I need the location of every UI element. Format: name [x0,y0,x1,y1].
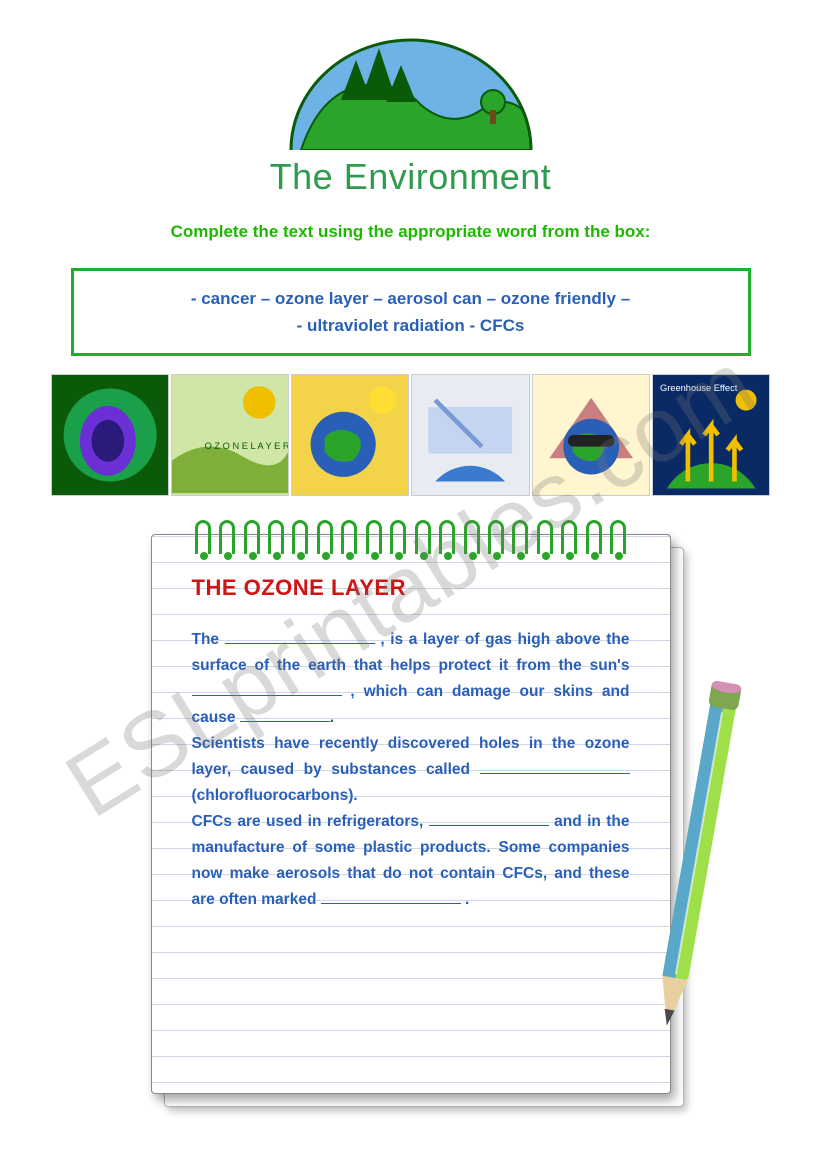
instruction-text: Complete the text using the appropriate … [171,222,651,242]
notepad-paragraph: The , is a layer of gas high above the s… [192,627,630,731]
image-cell-5: Greenhouse Effect [652,374,770,496]
fill-blank[interactable] [240,707,330,723]
notepad-paragraph: CFCs are used in refrigerators, and in t… [192,809,630,913]
image-cell-0 [51,374,169,496]
notepad-paragraph: Scientists have recently discovered hole… [192,731,630,809]
notepad: THE OZONE LAYER The , is a layer of gas … [151,534,671,1094]
image-cell-1: O Z O N E L A Y E R [171,374,289,496]
image-strip: O Z O N E L A Y E R Greenhouse Effect [51,374,771,496]
image-cell-2 [291,374,409,496]
word-bank-box: - cancer – ozone layer – aerosol can – o… [71,268,751,356]
word-bank-line-1: - cancer – ozone layer – aerosol can – o… [94,285,728,312]
notepad-body: The , is a layer of gas high above the s… [192,627,630,913]
earth-hemisphere-illustration [281,30,541,150]
svg-text:O Z O N E L A Y E R: O Z O N E L A Y E R [204,441,288,451]
image-cell-3 [411,374,529,496]
svg-text:Greenhouse Effect: Greenhouse Effect [660,383,738,393]
fill-blank[interactable] [225,629,375,645]
image-cell-4 [532,374,650,496]
fill-blank[interactable] [429,811,549,827]
fill-blank[interactable] [321,889,461,905]
page-title: The Environment [270,156,552,198]
fill-blank[interactable] [192,681,342,697]
spiral-binding [191,520,631,554]
word-bank-line-2: - ultraviolet radiation - CFCs [94,312,728,339]
fill-blank[interactable] [480,759,630,775]
notepad-title: THE OZONE LAYER [192,575,630,601]
notepad-container: THE OZONE LAYER The , is a layer of gas … [151,520,671,1094]
